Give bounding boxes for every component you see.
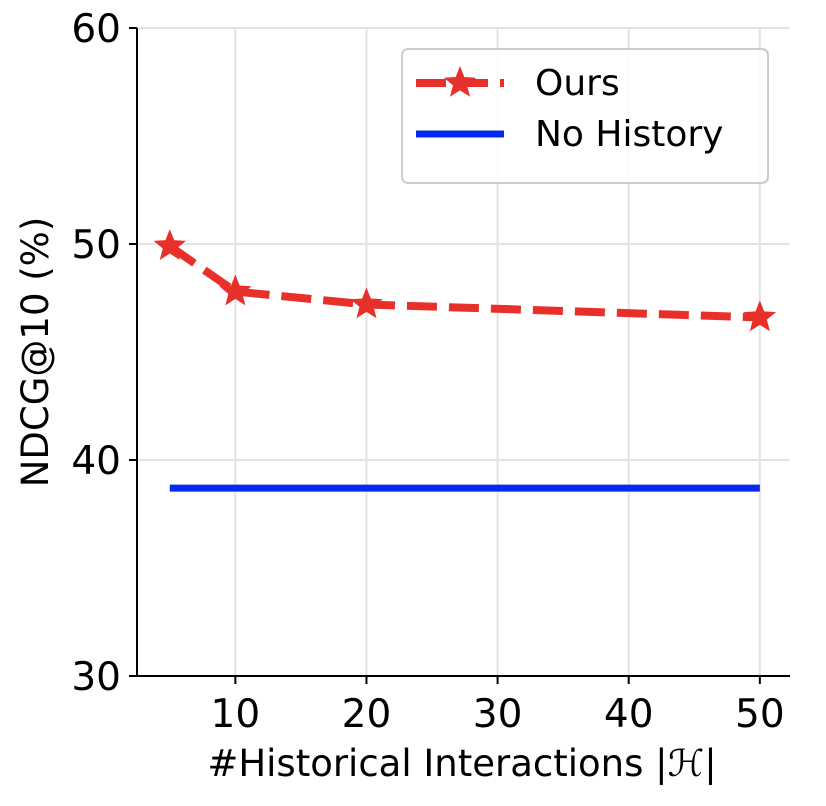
y-tick-label: 30 (71, 655, 121, 700)
data-point-star (219, 274, 252, 306)
y-axis-label: NDCG@10 (%) (14, 217, 57, 488)
legend-star-marker (443, 65, 477, 97)
y-tick-label: 40 (71, 439, 121, 484)
x-tick-label: 20 (342, 692, 392, 737)
y-tick-label: 60 (71, 7, 121, 52)
ticks: 10 20 30 40 50 30 40 50 60 (71, 7, 784, 737)
legend-entry: Ours (416, 63, 620, 104)
legend: Ours No History (401, 48, 769, 184)
y-tick-label: 50 (71, 223, 121, 268)
axes (136, 28, 790, 677)
legend-label: No History (535, 114, 723, 155)
legend-box (401, 48, 769, 184)
legend-entry: No History (416, 114, 723, 155)
x-axis-label: #Historical Interactions |ℋ| (207, 742, 716, 785)
x-tick-label: 50 (735, 692, 785, 737)
data-point-star (743, 300, 777, 332)
x-tick-label: 30 (473, 692, 523, 737)
series-ours (153, 229, 777, 332)
series-line (167, 242, 760, 322)
legend-label: Ours (535, 63, 620, 104)
series-layer (153, 229, 777, 492)
data-point-star (153, 229, 187, 260)
x-tick-label: 40 (604, 692, 654, 737)
data-point-star (350, 287, 383, 319)
x-tick-label: 10 (211, 692, 261, 737)
